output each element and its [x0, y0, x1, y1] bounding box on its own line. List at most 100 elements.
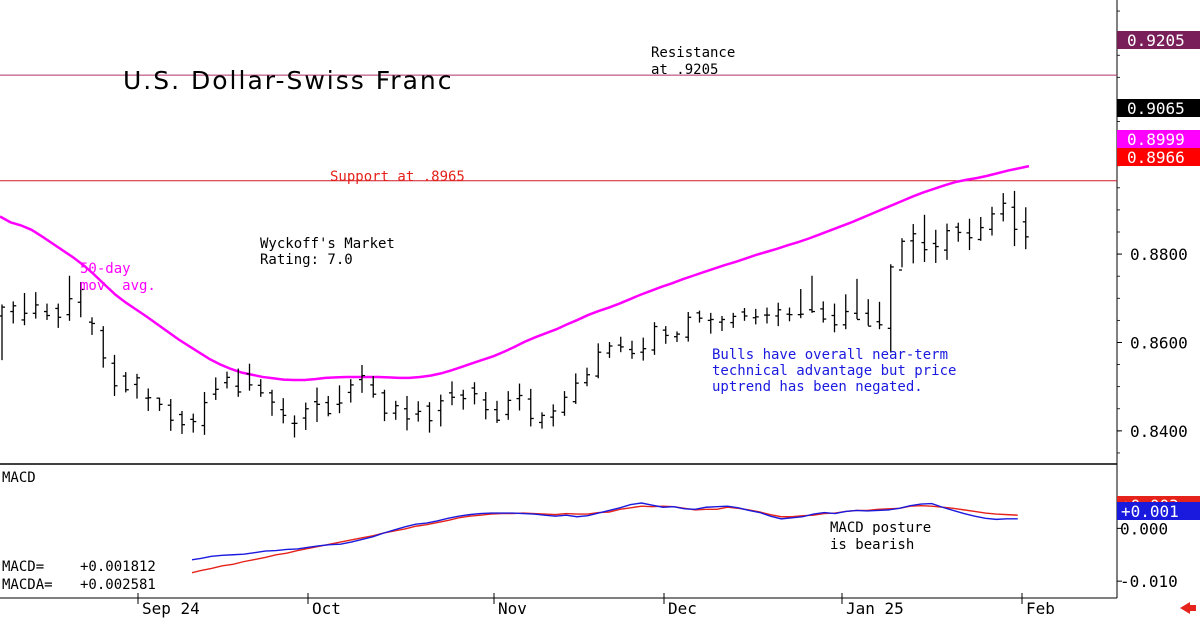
ohlc-bar — [122, 372, 129, 393]
ohlc-bar — [89, 317, 95, 335]
ohlc-bar — [156, 397, 163, 411]
ohlc-bar — [224, 371, 230, 389]
ohlc-bar — [482, 391, 489, 420]
scroll-left-icon[interactable] — [1180, 602, 1196, 614]
ohlc-bar — [1011, 190, 1018, 247]
price-badge: 0.9065 — [1117, 99, 1200, 118]
ohlc-bar — [21, 292, 28, 326]
ohlc-bar — [775, 302, 782, 327]
ohlc-bar — [201, 391, 208, 435]
ohlc-bar — [707, 312, 714, 334]
readout-macda-label: MACDA= — [2, 577, 53, 593]
ma50-layer — [0, 164, 1030, 382]
price-badge: 0.8966 — [1117, 148, 1200, 167]
wyckoff-annotation: Wyckoff's Market Rating: 7.0 — [260, 236, 403, 268]
ohlc-bar — [336, 385, 343, 414]
ohlc-bar — [370, 376, 377, 398]
ohlc-bar — [797, 289, 804, 319]
ohlc-bar — [651, 322, 658, 355]
price-tick-label: 0.8800 — [1130, 245, 1188, 264]
ohlc-bar — [730, 312, 737, 328]
ohlc-bar — [212, 377, 219, 400]
ohlc-bar — [820, 301, 827, 323]
ohlc-bar — [662, 326, 669, 344]
ohlc-bar — [966, 218, 973, 251]
ohlc-bar — [539, 412, 545, 429]
ohlc-bar — [359, 365, 365, 393]
ohlc-bar — [32, 292, 39, 319]
macd-tick-label: 0.000 — [1120, 519, 1168, 538]
ohlc-bar — [167, 399, 174, 431]
ohlc-bar — [854, 278, 860, 321]
ohlc-bar — [347, 379, 354, 403]
price-tick-label: 0.8400 — [1130, 422, 1188, 441]
macd-panel: MACD 0.000 -0.010 +0.003+0.001 MACD postu… — [0, 470, 1200, 596]
price-badge-label: 0.8999 — [1127, 130, 1185, 149]
ohlc-bar — [572, 373, 579, 404]
ohlc-bar — [786, 307, 793, 322]
macd-badge-bg — [1117, 502, 1200, 520]
ohlc-bar — [404, 395, 410, 431]
date-tick-label: Sep 24 — [142, 599, 200, 618]
date-axis: Sep 24 Oct Nov Dec Jan 25 Feb — [137, 593, 1055, 618]
ohlc-bar — [674, 331, 680, 343]
ohlc-bar — [235, 368, 242, 397]
ohlc-bar — [145, 388, 152, 411]
ohlc-bar — [955, 222, 962, 242]
ohlc-bar — [921, 214, 928, 263]
price-badge-label: 0.9065 — [1127, 99, 1185, 118]
ohlc-bar — [55, 303, 62, 328]
price-badge-label: 0.9205 — [1127, 31, 1185, 50]
ma-label: 50-day mov. avg. — [80, 261, 156, 294]
ohlc-bar — [269, 389, 275, 416]
chart-title: U.S. Dollar-Swiss Franc — [123, 66, 453, 95]
ohlc-bar — [179, 410, 185, 434]
ma50-line — [0, 164, 1030, 382]
ohlc-bar — [606, 342, 613, 358]
ohlc-bar — [392, 400, 399, 420]
ohlc-bar — [302, 402, 309, 430]
date-tick-label: Nov — [498, 599, 527, 618]
macd-badges: +0.003+0.001 — [1117, 496, 1200, 521]
ohlc-bar — [460, 389, 467, 410]
ohlc-bar — [876, 301, 883, 330]
ohlc-bar — [977, 216, 984, 241]
ohlc-bar — [932, 229, 939, 263]
ohlc-bar — [989, 206, 995, 236]
ohlc-bar — [426, 402, 433, 433]
price-badge-bg — [1117, 99, 1200, 117]
ohlc-bar — [595, 343, 602, 379]
ohlc-bar — [437, 394, 444, 427]
ohlc-bar — [944, 223, 950, 260]
ohlc-bar — [415, 401, 422, 422]
ohlc-bar — [381, 389, 388, 422]
price-badge: 0.8999 — [1117, 130, 1200, 149]
ohlc-bar — [505, 391, 512, 420]
macd-ticks: 0.000 -0.010 — [1117, 519, 1178, 591]
ohlc-bar — [10, 301, 17, 324]
ohlc-bar — [190, 413, 197, 433]
macd-title: MACD — [2, 470, 36, 486]
ohlc-bars — [0, 190, 1029, 438]
ohlc-bar — [831, 303, 838, 333]
ohlc-bar — [1000, 193, 1007, 222]
price-badge-label: 0.8966 — [1127, 148, 1185, 167]
price-panel: 0.8400 0.8600 0.8800 0.9205 0.9065 0.89990.8… — [0, 10, 1200, 454]
ohlc-bar — [629, 340, 635, 359]
ohlc-bar — [0, 304, 5, 361]
ohlc-bar — [449, 381, 455, 406]
macd-annotation: MACD posture is bearish — [830, 520, 940, 553]
ohlc-bar — [100, 326, 107, 368]
date-tick-label: Feb — [1026, 599, 1055, 618]
ohlc-bar — [842, 294, 849, 330]
price-badge-bg — [1117, 31, 1200, 49]
ohlc-bar — [685, 311, 692, 342]
ohlc-bar — [640, 337, 647, 361]
price-badge: 0.9205 — [1117, 31, 1200, 50]
ohlc-bar — [66, 275, 73, 321]
date-tick-label: Dec — [668, 599, 697, 618]
ohlc-bar — [291, 415, 298, 438]
macd-badge-label: +0.001 — [1121, 502, 1179, 521]
price-ticks: 0.8400 0.8600 0.8800 — [1117, 10, 1188, 454]
